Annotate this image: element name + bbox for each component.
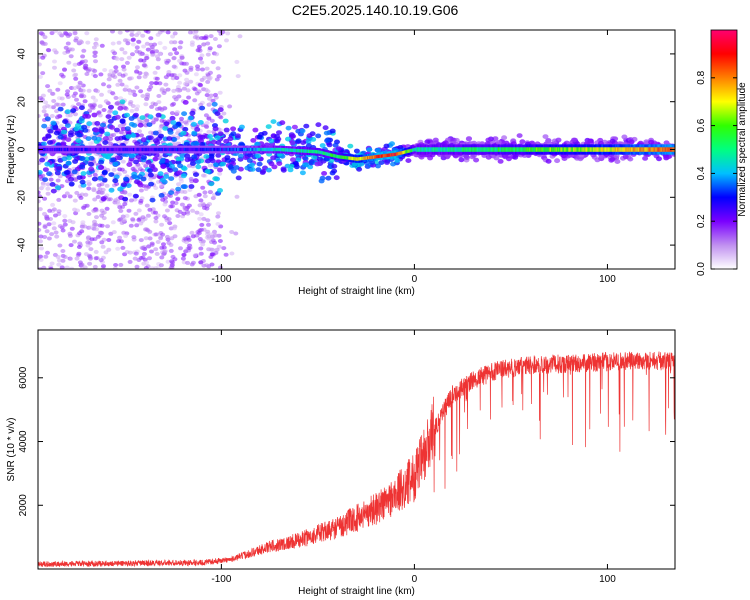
colorbar-tick-label: 0.8 [696, 70, 707, 84]
chart-title: C2E5.2025.140.10.19.G06 [291, 2, 459, 18]
heatmap-x-axis-label: Height of straight line (km) [298, 286, 415, 297]
heatmap-y-tick-label: 0 [17, 146, 28, 152]
colorbar-tick-label: 0.2 [696, 214, 707, 228]
colorbar-tick-label: 0.0 [696, 262, 707, 276]
snr-frame [37, 329, 676, 570]
snr-x-tick-label: -100 [211, 574, 231, 585]
heatmap-x-tick-label: 100 [599, 274, 616, 285]
heatmap-y-tick-label: 20 [17, 96, 28, 108]
colorbar-tick-label: 0.4 [696, 166, 707, 180]
heatmap-y-tick-label: 40 [17, 48, 28, 60]
snr-x-axis-label: Height of straight line (km) [298, 586, 415, 597]
snr-y-tick-label: 4000 [18, 430, 29, 453]
heatmap-plot: -100 0 100 -40 -20 0 20 40 Height of straight li… [6, 29, 676, 297]
heatmap-y-axis-label: Frequency (Hz) [6, 115, 17, 184]
heatmap-cells [38, 30, 675, 269]
snr-line [38, 351, 675, 568]
heatmap-y-tick-label: -20 [17, 190, 28, 205]
snr-y-tick-label: 6000 [18, 366, 29, 389]
snr-line-plot: -100 0 100 2000 4000 6000 Height of straight l… [6, 329, 676, 597]
heatmap-y-tick-label: -40 [17, 237, 28, 252]
snr-y-tick-label: 2000 [18, 494, 29, 517]
snr-x-tick-label: 100 [599, 574, 616, 585]
colorbar-tick-label: 0.6 [696, 118, 707, 132]
colorbar-gradient [710, 29, 738, 270]
snr-y-axis-label: SNR (10 * v/v) [6, 418, 17, 482]
snr-x-tick-label: 0 [412, 574, 418, 585]
colorbar-label: Normalized spectral amplitude [737, 82, 748, 217]
colorbar: 0.0 0.2 0.4 0.6 0.8 Normalized spectral ampli… [696, 29, 748, 276]
heatmap-x-tick-label: 0 [412, 274, 418, 285]
snr-series [38, 351, 675, 568]
heatmap-x-tick-label: -100 [211, 274, 231, 285]
